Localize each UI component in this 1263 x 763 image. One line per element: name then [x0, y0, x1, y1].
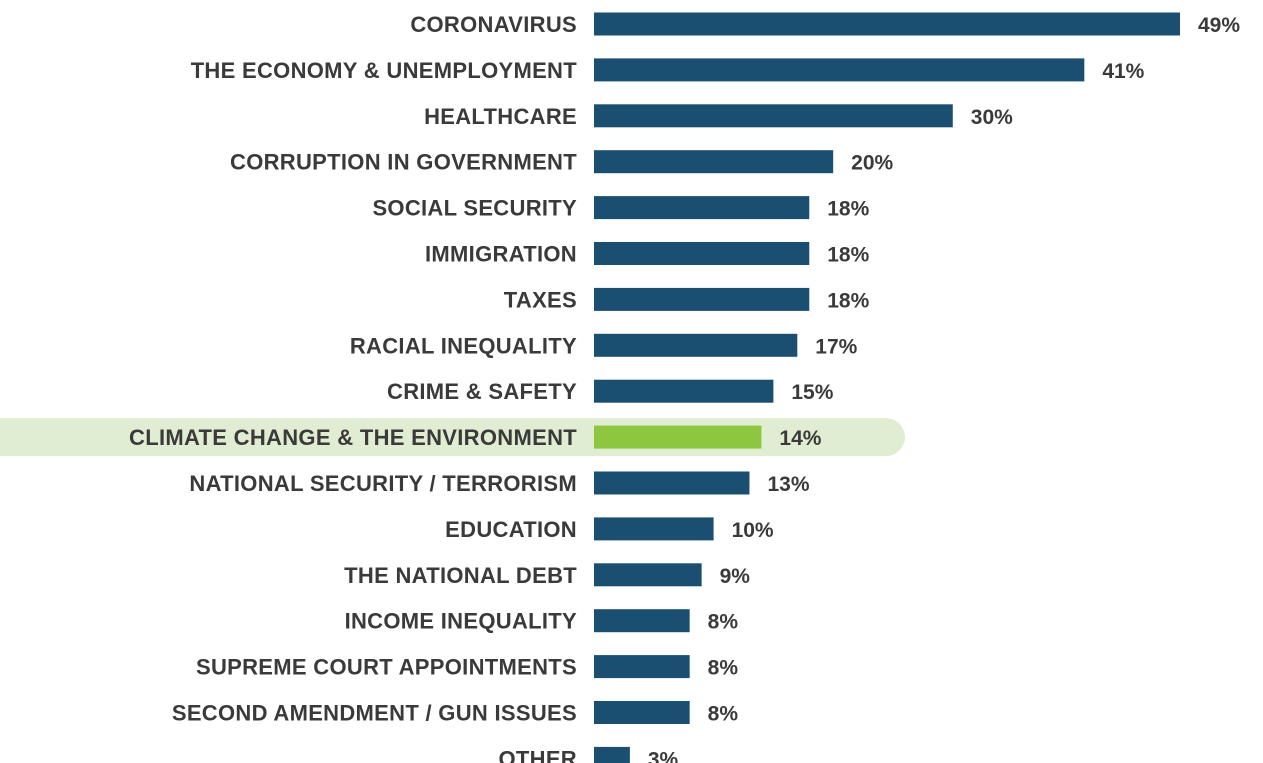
bar [594, 517, 714, 541]
value-label: 14% [779, 427, 821, 450]
value-label: 10% [732, 519, 774, 542]
value-label: 18% [827, 289, 869, 312]
value-label: 17% [815, 335, 857, 358]
category-label: CORONAVIRUS [410, 12, 577, 37]
bar [594, 58, 1085, 82]
category-label: SECOND AMENDMENT / GUN ISSUES [172, 701, 577, 726]
value-label: 30% [971, 106, 1013, 129]
bar [594, 12, 1180, 36]
value-label: 13% [767, 473, 809, 496]
category-label: THE NATIONAL DEBT [344, 563, 577, 588]
value-label: 8% [708, 703, 739, 726]
value-label: 20% [851, 152, 893, 175]
category-label: CORRUPTION IN GOVERNMENT [230, 150, 577, 175]
value-label: 9% [720, 565, 751, 588]
bar [594, 379, 774, 403]
category-label: RACIAL INEQUALITY [350, 333, 577, 358]
category-label: TAXES [504, 287, 577, 312]
value-label: 8% [708, 611, 739, 634]
category-label: IMMIGRATION [425, 242, 577, 267]
category-label: OTHER [499, 746, 578, 763]
category-label: SOCIAL SECURITY [372, 196, 577, 221]
bar [594, 563, 702, 587]
category-label: EDUCATION [445, 517, 577, 542]
category-label: INCOME INEQUALITY [345, 609, 577, 634]
value-label: 18% [827, 198, 869, 221]
category-label: CLIMATE CHANGE & THE ENVIRONMENT [129, 425, 577, 450]
value-label: 3% [648, 748, 679, 763]
bar [594, 609, 690, 633]
bar [594, 746, 630, 763]
value-label: 8% [708, 657, 739, 680]
value-label: 49% [1198, 14, 1240, 37]
category-label: CRIME & SAFETY [387, 379, 577, 404]
bar [594, 333, 798, 357]
bar [594, 471, 750, 495]
bar [594, 150, 834, 174]
bar [594, 242, 810, 265]
category-label: THE ECONOMY & UNEMPLOYMENT [191, 58, 578, 83]
bar-highlighted [594, 425, 762, 449]
bar [594, 104, 953, 128]
bar [594, 287, 810, 311]
bar [594, 701, 690, 724]
bar [594, 196, 810, 220]
category-label: SUPREME COURT APPOINTMENTS [196, 655, 577, 680]
value-label: 41% [1102, 60, 1144, 83]
value-label: 18% [827, 244, 869, 267]
category-label: NATIONAL SECURITY / TERRORISM [189, 471, 577, 496]
bar [594, 655, 690, 679]
category-label: HEALTHCARE [424, 104, 577, 129]
value-label: 15% [791, 381, 833, 404]
